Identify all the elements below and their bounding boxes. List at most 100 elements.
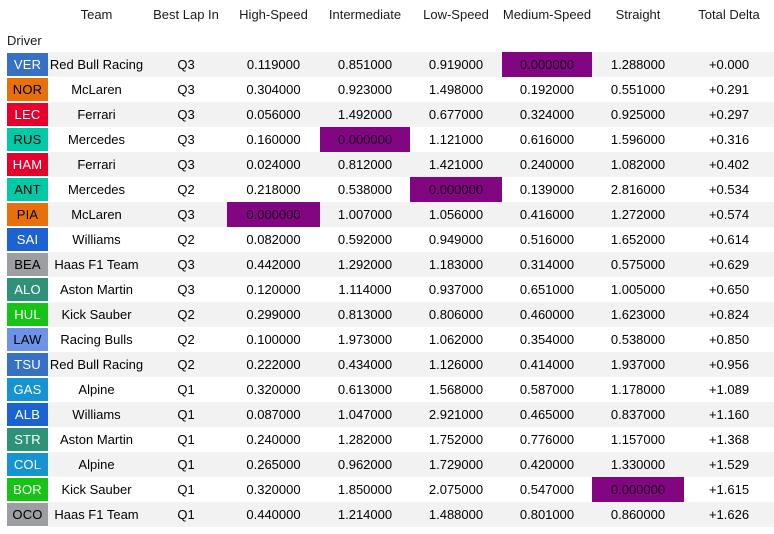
cell-total-delta: +0.297 <box>684 102 774 127</box>
cell-best-lap-in: Q2 <box>177 332 195 347</box>
col-header-high-speed: High-Speed <box>239 6 308 22</box>
col-header-total-delta: Total Delta <box>698 6 760 22</box>
cell-straight: 1.596000 <box>610 132 666 147</box>
cell-straight: 1.272000 <box>592 202 684 227</box>
cell-team: Aston Martin <box>60 282 133 297</box>
cell-straight: 0.000000 <box>592 477 684 502</box>
driver-badge: RUS <box>7 127 48 152</box>
table-row: TSU Red Bull Racing Q2 0.222000 0.434000 1.12… <box>7 352 774 377</box>
cell-high-speed: 0.320000 <box>246 382 301 397</box>
cell-best-lap-in: Q2 <box>177 232 195 247</box>
driver-badge: OCO <box>7 502 48 527</box>
cell-straight: 0.575000 <box>592 252 684 277</box>
cell-medium-speed: 0.354000 <box>519 332 575 347</box>
cell-best-lap-in: Q1 <box>145 402 227 427</box>
cell-total-delta: +0.629 <box>684 252 774 277</box>
cell-straight: 1.082000 <box>592 152 684 177</box>
col-header-best-lap-in: Best Lap In <box>153 6 219 22</box>
table-row: ALO Aston Martin Q3 0.120000 1.114000 0.93700… <box>7 277 774 302</box>
cell-intermediate: 1.850000 <box>337 482 393 497</box>
cell-high-speed: 0.087000 <box>227 402 320 427</box>
cell-total-delta: +0.291 <box>708 82 750 97</box>
cell-low-speed: 0.806000 <box>410 302 502 327</box>
cell-high-speed: 0.082000 <box>246 232 301 247</box>
cell-straight: 1.157000 <box>610 432 666 447</box>
cell-intermediate: 1.973000 <box>337 332 393 347</box>
cell-best-lap-in: Q2 <box>145 352 227 377</box>
cell-team: Mercedes <box>67 182 126 197</box>
cell-medium-speed: 0.192000 <box>519 82 575 97</box>
table-row: VER Red Bull Racing Q3 0.119000 0.851000 0.91… <box>7 52 774 77</box>
cell-team: Haas F1 Team <box>48 502 145 527</box>
cell-high-speed: 0.119000 <box>227 52 320 77</box>
table-row: HUL Kick Sauber Q2 0.299000 0.813000 0.806000… <box>7 302 774 327</box>
cell-straight: 1.178000 <box>610 382 666 397</box>
table-row: ANT Mercedes Q2 0.218000 0.538000 0.000000 0.1… <box>7 177 774 202</box>
cell-intermediate: 1.292000 <box>320 252 410 277</box>
cell-intermediate: 0.851000 <box>320 52 410 77</box>
cell-medium-speed: 0.240000 <box>502 152 592 177</box>
cell-intermediate: 0.592000 <box>337 232 393 247</box>
cell-low-speed: 0.677000 <box>410 102 502 127</box>
cell-intermediate: 0.434000 <box>320 352 410 377</box>
cell-total-delta: +0.956 <box>684 352 774 377</box>
table-row: COL Alpine Q1 0.265000 0.962000 1.729000 0.420… <box>7 452 774 477</box>
driver-badge: HUL <box>7 302 48 327</box>
cell-best-lap-in: Q3 <box>145 202 227 227</box>
cell-medium-speed: 0.776000 <box>519 432 575 447</box>
cell-team: Haas F1 Team <box>48 252 145 277</box>
cell-team: McLaren <box>71 82 122 97</box>
driver-badge: ANT <box>7 177 48 202</box>
cell-team: McLaren <box>48 202 145 227</box>
cell-intermediate: 0.812000 <box>320 152 410 177</box>
cell-total-delta: +1.160 <box>684 402 774 427</box>
cell-medium-speed: 0.547000 <box>519 482 575 497</box>
cell-high-speed: 0.120000 <box>246 282 301 297</box>
cell-straight: 0.837000 <box>592 402 684 427</box>
table-row: LEC Ferrari Q3 0.056000 1.492000 0.677000 0.32… <box>7 102 774 127</box>
cell-straight: 0.925000 <box>592 102 684 127</box>
cell-total-delta: +1.368 <box>708 432 750 447</box>
table-row: OCO Haas F1 Team Q1 0.440000 1.214000 1.48800… <box>7 502 774 527</box>
cell-medium-speed: 0.416000 <box>502 202 592 227</box>
cell-low-speed: 1.421000 <box>410 152 502 177</box>
cell-low-speed: 1.183000 <box>410 252 502 277</box>
driver-badge: ALB <box>7 402 48 427</box>
col-header-intermediate: Intermediate <box>328 6 402 22</box>
cell-intermediate: 1.282000 <box>337 432 393 447</box>
table-row: LAW Racing Bulls Q2 0.100000 1.973000 1.06200… <box>7 327 774 352</box>
cell-low-speed: 1.126000 <box>410 352 502 377</box>
driver-badge: BOR <box>7 477 48 502</box>
cell-straight: 1.652000 <box>610 232 666 247</box>
col-header-straight: Straight <box>615 6 661 22</box>
table-row: GAS Alpine Q1 0.320000 0.613000 1.568000 0.587… <box>7 377 774 402</box>
cell-team: Kick Sauber <box>48 302 145 327</box>
cell-intermediate: 0.923000 <box>337 82 393 97</box>
cell-medium-speed: 0.516000 <box>519 232 575 247</box>
driver-badge: STR <box>7 427 48 452</box>
cell-intermediate: 1.047000 <box>320 402 410 427</box>
cell-high-speed: 0.440000 <box>227 502 320 527</box>
driver-badge: GAS <box>7 377 48 402</box>
cell-total-delta: +1.615 <box>708 482 750 497</box>
cell-total-delta: +0.316 <box>708 132 750 147</box>
cell-high-speed: 0.265000 <box>227 452 320 477</box>
cell-best-lap-in: Q2 <box>145 302 227 327</box>
cell-best-lap-in: Q1 <box>145 452 227 477</box>
cell-high-speed: 0.442000 <box>227 252 320 277</box>
cell-total-delta: +1.089 <box>708 382 750 397</box>
driver-badge: LAW <box>7 327 48 352</box>
cell-low-speed: 0.919000 <box>410 52 502 77</box>
driver-badge: HAM <box>7 152 48 177</box>
cell-best-lap-in: Q3 <box>177 282 195 297</box>
table-row: NOR McLaren Q3 0.304000 0.923000 1.498000 0.19… <box>7 77 774 102</box>
driver-badge: SAI <box>7 227 48 252</box>
cell-team: Alpine <box>48 452 145 477</box>
cell-medium-speed: 0.801000 <box>502 502 592 527</box>
cell-medium-speed: 0.420000 <box>502 452 592 477</box>
cell-total-delta: +0.650 <box>708 282 750 297</box>
cell-team: Kick Sauber <box>61 482 132 497</box>
index-label-driver: Driver <box>7 32 42 48</box>
cell-intermediate: 0.000000 <box>320 127 410 152</box>
table-row: BEA Haas F1 Team Q3 0.442000 1.292000 1.18300… <box>7 252 774 277</box>
